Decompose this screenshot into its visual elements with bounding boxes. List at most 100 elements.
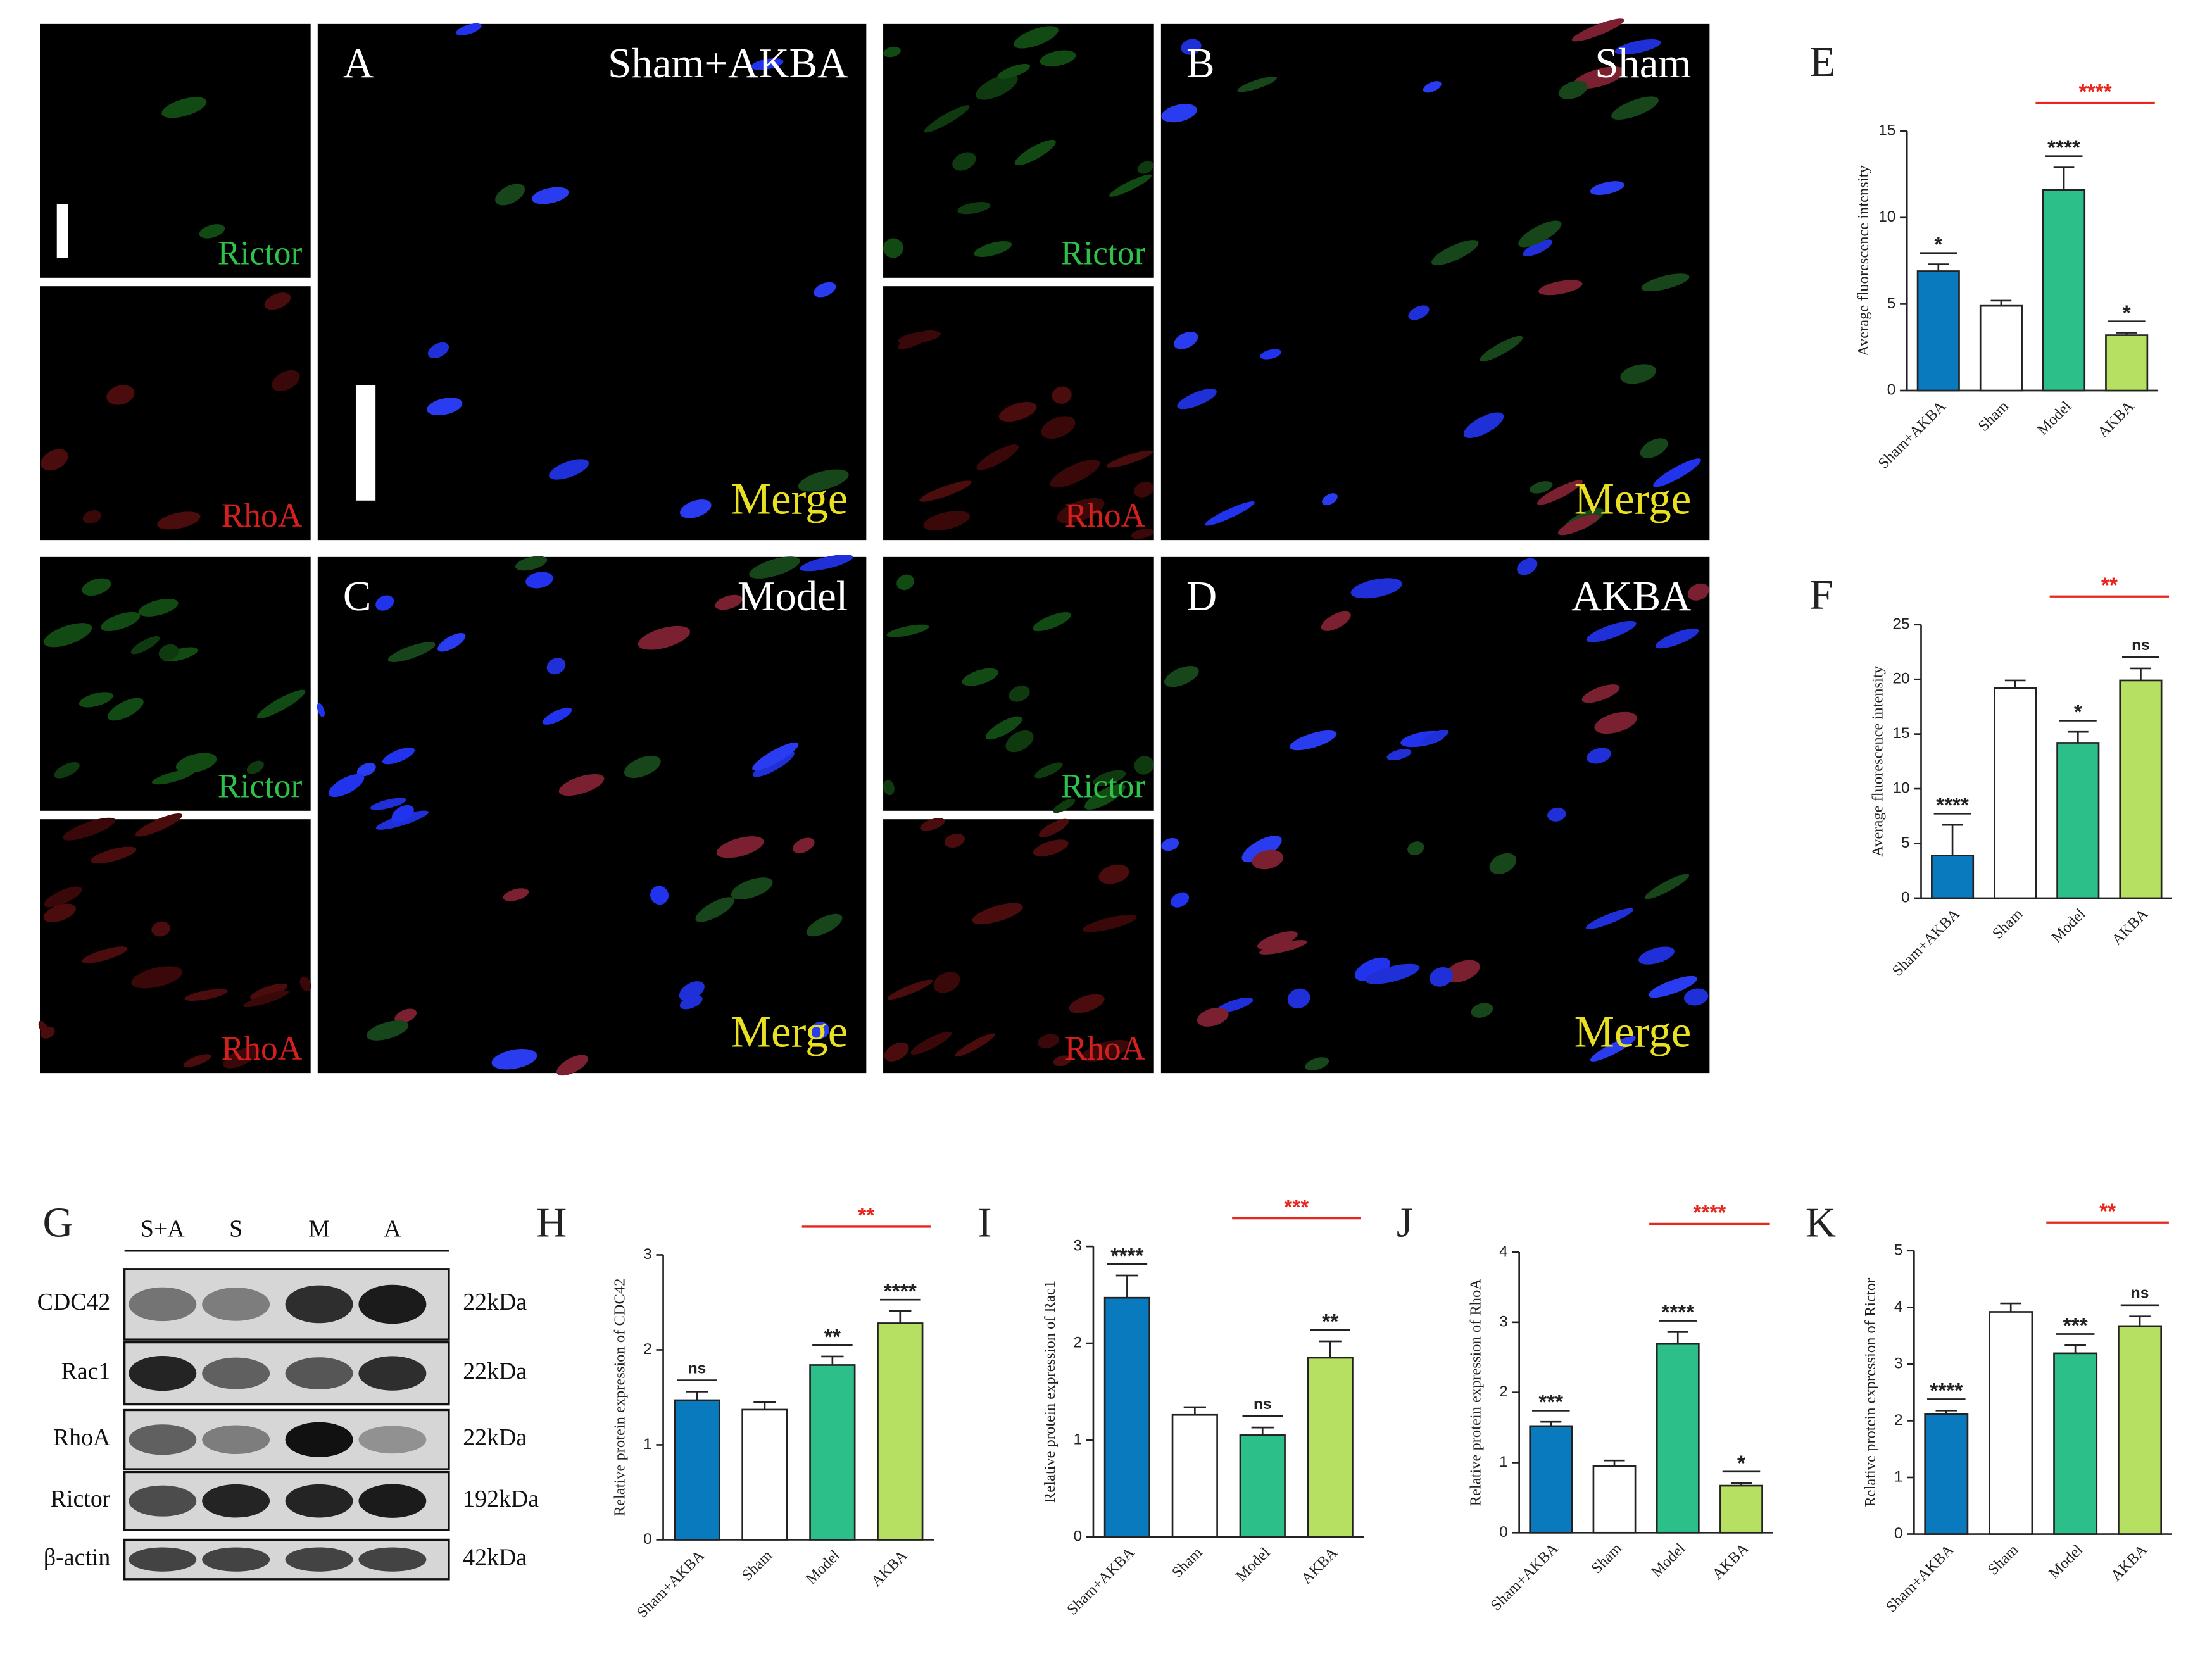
y-tick-label: 2: [643, 1341, 652, 1358]
x-tick-label: Sham+AKBA: [1875, 398, 1950, 472]
merge-image: [317, 23, 867, 541]
bar: [2119, 679, 2163, 899]
cell: [1259, 940, 1307, 955]
cell: [1034, 762, 1063, 779]
channel-label: RhoA: [1065, 1029, 1146, 1067]
cell: [715, 594, 743, 610]
channel-label: RhoA: [1065, 496, 1146, 534]
x-tick-label: Model: [2048, 905, 2089, 946]
cell: [1423, 81, 1442, 93]
cell: [920, 818, 945, 831]
cell: [1252, 849, 1284, 870]
cell: [1687, 583, 1709, 601]
panel-letter: H: [536, 1199, 567, 1246]
significance-label: **: [824, 1326, 841, 1349]
significance-label: ****: [884, 1280, 917, 1303]
cell: [680, 499, 712, 518]
significance-label: ns: [688, 1360, 707, 1377]
cell: [1161, 104, 1197, 123]
cell: [1033, 612, 1072, 632]
cell: [919, 480, 972, 502]
bar: [2053, 1352, 2098, 1535]
cell: [800, 554, 853, 572]
cell: [1038, 818, 1069, 837]
cell: [437, 633, 466, 652]
bar: [1989, 1311, 2033, 1535]
bar: [674, 1399, 720, 1541]
cell: [1386, 749, 1412, 761]
cell: [731, 877, 773, 899]
cell: [883, 238, 903, 258]
cell: [151, 921, 170, 937]
cell: [1354, 957, 1390, 981]
cell: [1590, 181, 1624, 195]
cell: [1106, 450, 1153, 468]
cell: [1041, 416, 1076, 439]
x-tick-label: AKBA: [1298, 1544, 1341, 1587]
significance-label: ns: [2131, 1284, 2149, 1301]
x-tick-label: Sham+AKBA: [634, 1547, 708, 1622]
cell: [1590, 1036, 1636, 1062]
cell: [1547, 807, 1566, 822]
y-axis-label: Average fluorescence intensity: [1869, 665, 1886, 856]
cell: [1445, 960, 1480, 982]
cell: [391, 805, 414, 823]
cell: [366, 1020, 409, 1041]
cell: [910, 1031, 952, 1055]
significance-label: *: [1934, 233, 1942, 256]
cell: [976, 444, 1019, 470]
significance-label: *: [1737, 1451, 1745, 1475]
panel-letter: G: [42, 1199, 73, 1246]
cell: [695, 897, 735, 922]
cell: [1523, 239, 1553, 257]
bar: [1979, 304, 2023, 392]
cell: [887, 979, 933, 1000]
comparison-label: ****: [1693, 1201, 1726, 1225]
cell: [370, 798, 406, 810]
cell: [515, 556, 548, 571]
cell: [1655, 628, 1699, 649]
cell: [264, 292, 291, 310]
x-tick-label: Sham: [1588, 1540, 1626, 1577]
cell: [1164, 666, 1199, 687]
panel-letter: A: [343, 40, 374, 87]
cell: [54, 762, 80, 779]
band: [285, 1547, 353, 1572]
cell: [43, 903, 76, 922]
y-tick-label: 4: [1499, 1243, 1508, 1260]
cell: [924, 105, 970, 133]
cell: [138, 598, 179, 617]
cell: [952, 152, 976, 171]
cell: [1684, 988, 1709, 1006]
cell: [495, 184, 525, 206]
y-tick-label: 0: [1499, 1524, 1508, 1541]
y-tick-label: 2: [1499, 1383, 1508, 1400]
cell: [1171, 892, 1190, 908]
bar: [809, 1364, 856, 1541]
x-tick-label: AKBA: [868, 1547, 911, 1590]
cell: [752, 742, 799, 771]
bar: [1103, 1296, 1151, 1538]
bar: [1239, 1434, 1286, 1538]
cell: [256, 689, 306, 719]
cell: [1594, 711, 1637, 734]
band: [285, 1422, 353, 1457]
cell: [1653, 458, 1701, 487]
cell: [456, 23, 482, 35]
protein-label: CDC42: [37, 1289, 111, 1315]
cell: [375, 595, 394, 611]
y-tick-label: 0: [1901, 889, 1910, 906]
cell: [1365, 963, 1420, 984]
cell: [1037, 1034, 1060, 1048]
cell: [1069, 994, 1105, 1013]
cell: [243, 990, 289, 1008]
band: [358, 1284, 427, 1324]
lane-label: S: [229, 1215, 242, 1242]
cell: [130, 636, 160, 655]
cell: [1033, 839, 1069, 856]
cell: [1571, 18, 1624, 42]
size-label: 192kDa: [463, 1486, 539, 1512]
band: [202, 1425, 270, 1455]
band: [129, 1287, 197, 1322]
x-tick-label: Model: [803, 1547, 843, 1588]
